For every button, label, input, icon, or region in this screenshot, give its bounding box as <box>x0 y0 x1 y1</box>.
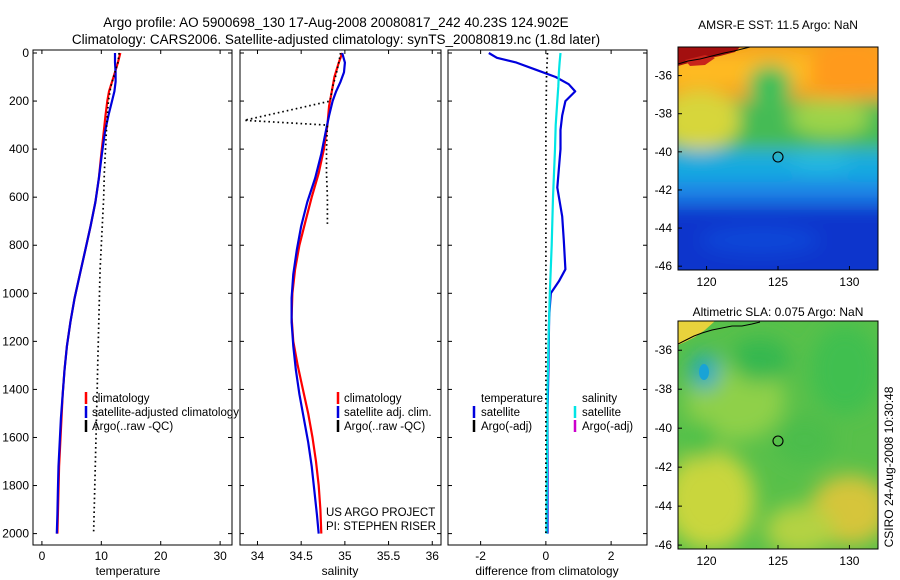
map-y-tick-label: -46 <box>655 259 673 273</box>
y-tick-label: 1400 <box>2 382 29 396</box>
temperature-lines <box>55 52 122 534</box>
difference-panel: -2 0 2 difference from climatology tempera… <box>447 49 648 578</box>
map-y-tick-label: -40 <box>655 421 673 435</box>
legend-label-salinity-argo: Argo(-adj) <box>582 421 633 433</box>
legend-label-salinity-satellite: satellite <box>582 407 621 419</box>
figure-title-line2: Climatology: CARS2006. Satellite-adjuste… <box>72 32 600 47</box>
sst-field <box>678 47 878 270</box>
salinity-panel: 34 34.5 35 35.5 36 salinity climatology sate… <box>239 49 442 578</box>
difference-axes-box <box>447 49 648 546</box>
series-line-argo-raw-qc <box>243 52 342 226</box>
difference-lines <box>488 52 577 534</box>
temperature-legend: climatology satellite-adjusted climatolo… <box>84 392 239 433</box>
difference-legend: temperature satellite Argo(-adj) salinit… <box>472 393 633 433</box>
map-x-tick-label: 120 <box>697 275 717 289</box>
map-y-tick-label: -42 <box>655 460 673 474</box>
map-y-tick-label: -44 <box>655 499 673 513</box>
legend-label-argo: Argo(..raw -QC) <box>92 421 173 433</box>
y-tick-label: 0 <box>22 46 29 60</box>
legend-label-temperature-satellite: satellite <box>481 407 520 419</box>
y-tick-label: 1000 <box>2 286 29 300</box>
x-tick-label: -2 <box>475 549 486 563</box>
map-y-tick-label: -36 <box>655 343 673 357</box>
x-tick-label: 0 <box>543 549 550 563</box>
x-tick-label: 10 <box>95 549 109 563</box>
y-tick-label: 600 <box>9 190 29 204</box>
sst-map-y-ticks: -36 -38 -40 -42 -44 -46 <box>655 69 682 273</box>
sla-map-y-ticks: -36 -38 -40 -42 -44 -46 <box>655 343 682 552</box>
x-tick-label: 35 <box>338 549 352 563</box>
sla-map-title: Altimetric SLA: 0.075 Argo: NaN <box>693 305 864 319</box>
map-x-tick-label: 120 <box>697 554 717 568</box>
temperature-x-label: temperature <box>96 564 161 578</box>
map-x-tick-label: 125 <box>768 275 788 289</box>
sst-map-x-ticks: 120 125 130 <box>697 266 860 289</box>
legend-label-temperature-argo: Argo(-adj) <box>481 421 532 433</box>
map-y-tick-label: -44 <box>655 221 673 235</box>
x-tick-label: 2 <box>608 549 615 563</box>
sst-map-panel: AMSR-E SST: 11.5 Argo: NaN <box>655 18 879 289</box>
map-x-tick-label: 130 <box>839 275 859 289</box>
legend-heading-salinity: salinity <box>582 393 617 405</box>
legend-label-satellite-adj: satellite adj. clim. <box>344 407 432 419</box>
y-tick-label: 1600 <box>2 430 29 444</box>
legend-label-climatology: climatology <box>344 393 402 405</box>
map-y-tick-label: -46 <box>655 538 673 552</box>
sst-argo-marker <box>772 151 784 163</box>
series-line-climatology <box>290 52 344 534</box>
legend-label-satellite-adjusted: satellite-adjusted climatology <box>92 407 239 419</box>
x-tick-label: 36 <box>426 549 440 563</box>
sla-map-panel: Altimetric SLA: 0.075 Argo: NaN -36 -38 -4… <box>655 305 879 568</box>
x-tick-label: 20 <box>154 549 168 563</box>
salinity-axes-box <box>239 49 442 546</box>
series-line-satellite-adj-clim <box>290 52 346 534</box>
x-tick-label: 34.5 <box>289 549 313 563</box>
x-tick-label: 35.5 <box>377 549 401 563</box>
y-tick-label: 1800 <box>2 479 29 493</box>
sla-field <box>678 321 878 549</box>
series-line-temperature-satellite <box>488 52 577 534</box>
series-line-salinity-satellite <box>545 52 562 534</box>
difference-x-ticks: -2 0 2 <box>475 50 615 563</box>
legend-heading-temperature: temperature <box>481 393 543 405</box>
salinity-y-ticks <box>240 52 441 535</box>
map-y-tick-label: -38 <box>655 382 673 396</box>
y-tick-label: 1200 <box>2 334 29 348</box>
figure-title-line1: Argo profile: AO 5900698_130 17-Aug-2008… <box>103 15 568 30</box>
legend-label-argo: Argo(..raw -QC) <box>344 421 425 433</box>
y-tick-label: 2000 <box>2 527 29 541</box>
y-tick-label: 400 <box>9 142 29 156</box>
difference-y-ticks <box>448 52 647 535</box>
side-stamp: CSIRO 24-Aug-2008 10:30:48 <box>882 386 896 547</box>
project-note-line1: US ARGO PROJECT <box>326 507 435 519</box>
x-tick-label: 30 <box>213 549 227 563</box>
map-x-tick-label: 125 <box>768 554 788 568</box>
project-note-line2: PI: STEPHEN RISER <box>326 521 436 533</box>
series-line-climatology <box>56 52 122 534</box>
x-tick-label: 34 <box>251 549 265 563</box>
x-tick-label: 0 <box>39 549 46 563</box>
salinity-x-label: salinity <box>322 564 359 578</box>
temperature-axes-box <box>32 49 233 546</box>
salinity-legend: climatology satellite adj. clim. Argo(..… <box>336 392 432 433</box>
sla-map-x-ticks: 120 125 130 <box>697 545 860 568</box>
sla-argo-marker <box>772 435 784 447</box>
sst-map-title: AMSR-E SST: 11.5 Argo: NaN <box>698 18 858 32</box>
legend-label-climatology: climatology <box>92 393 150 405</box>
map-y-tick-label: -40 <box>655 145 673 159</box>
salinity-lines <box>243 52 346 534</box>
difference-x-label: difference from climatology <box>475 564 618 578</box>
y-tick-label: 800 <box>9 238 29 252</box>
temperature-panel: 0 200 400 600 800 1000 1200 1400 1600 1800 2000 0 1… <box>2 46 239 578</box>
series-line-satellite-adjusted-climatology <box>55 53 117 534</box>
temperature-y-ticks: 0 200 400 600 800 1000 1200 1400 1600 1800 2000 <box>2 46 232 541</box>
map-y-tick-label: -36 <box>655 69 673 83</box>
salinity-x-ticks: 34 34.5 35 35.5 36 <box>251 50 439 563</box>
temperature-x-ticks: 0 10 20 30 <box>39 50 227 563</box>
map-y-tick-label: -38 <box>655 107 673 121</box>
map-y-tick-label: -42 <box>655 183 673 197</box>
y-tick-label: 200 <box>9 94 29 108</box>
map-x-tick-label: 130 <box>839 554 859 568</box>
